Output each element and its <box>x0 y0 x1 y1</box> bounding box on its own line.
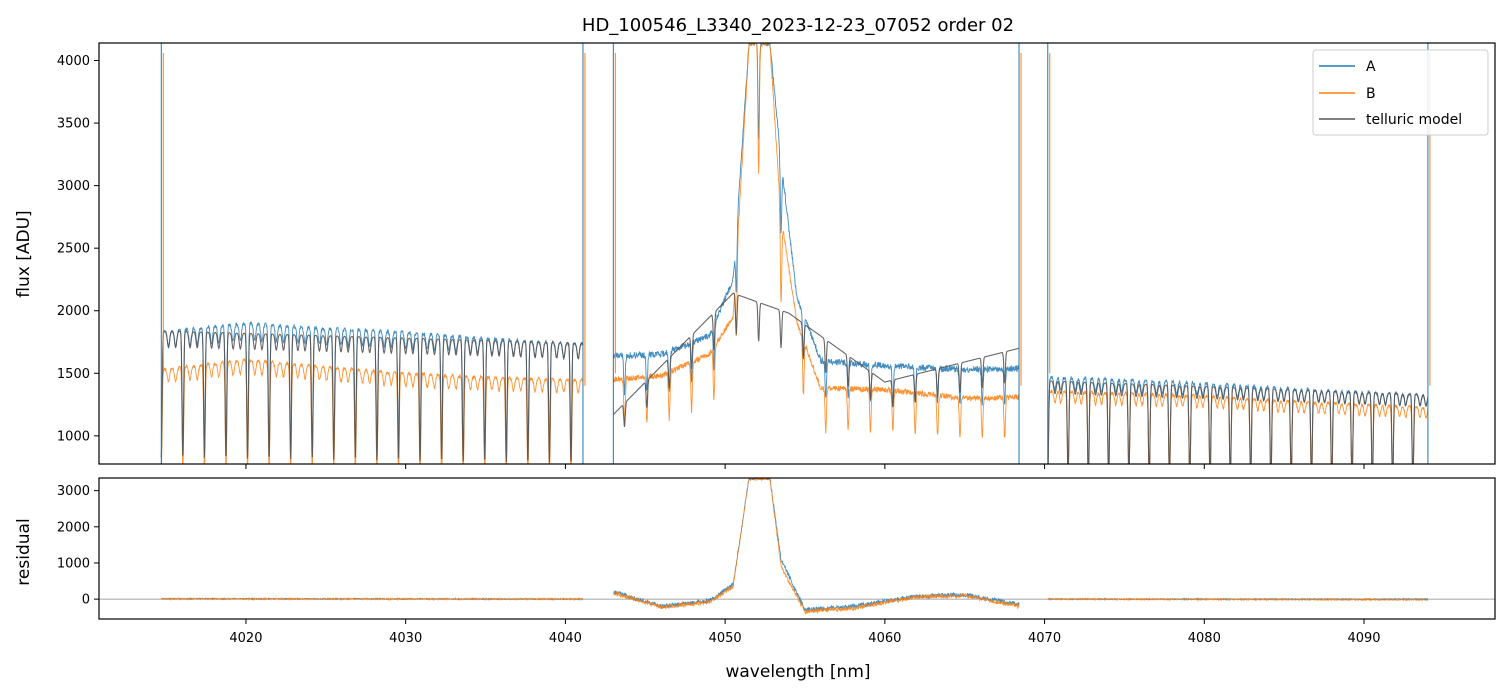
flux-plot-area <box>160 43 1431 464</box>
legend-label-b: B <box>1366 86 1376 102</box>
series-b-line-seg1 <box>612 43 1020 439</box>
x-axis-label: wavelength [nm] <box>725 662 870 682</box>
flux-axes-frame <box>98 42 1496 465</box>
x-tick-label: 4090 <box>1347 631 1380 646</box>
residual-b-line-seg1 <box>613 478 1020 615</box>
residual-y-axis: 0 1000 2000 3000 <box>57 484 99 608</box>
residual-plot-area <box>99 478 1495 615</box>
telluric-model-line-seg0 <box>160 330 584 463</box>
y-tick-label: 3000 <box>57 179 90 194</box>
x-tick-label: 4070 <box>1028 631 1061 646</box>
x-tick-label: 4040 <box>549 631 582 646</box>
x-tick-label: 4060 <box>868 631 901 646</box>
residual-b-line-seg0 <box>161 596 584 602</box>
y-tick-label: 4000 <box>57 54 90 69</box>
x-tick-label: 4050 <box>709 631 742 646</box>
y-tick-label: 0 <box>82 593 90 608</box>
legend-label-telluric: telluric model <box>1366 112 1462 128</box>
x-tick-label: 4080 <box>1188 631 1221 646</box>
y-tick-label: 2500 <box>57 242 90 257</box>
telluric-model-line-seg2 <box>1047 380 1429 464</box>
y-tick-label: 3000 <box>57 484 90 499</box>
y-tick-label: 3500 <box>57 117 90 132</box>
y-tick-label: 1000 <box>57 429 90 444</box>
series-b-line-seg2 <box>1047 389 1429 464</box>
flux-y-axis: 1000 1500 2000 2500 3000 3500 4000 <box>57 54 99 444</box>
y-tick-label: 1000 <box>57 556 90 571</box>
residual-x-axis: 4020 4030 4040 4050 4060 4070 4080 4090 <box>229 619 1381 646</box>
telluric-model-line-seg1 <box>612 292 1020 427</box>
residual-y-label: residual <box>14 518 34 585</box>
flux-y-label: flux [ADU] <box>14 210 34 297</box>
x-tick-label: 4020 <box>229 631 262 646</box>
legend-label-a: A <box>1366 59 1376 75</box>
x-tick-label: 4030 <box>389 631 422 646</box>
series-b-line-seg0 <box>161 357 584 464</box>
legend: A B telluric model <box>1312 49 1489 136</box>
flux-x-ticks <box>245 464 1365 469</box>
legend-box <box>1312 49 1489 136</box>
residual-axes-frame <box>98 477 1496 620</box>
residual-b-line-seg2 <box>1047 597 1429 602</box>
y-tick-label: 2000 <box>57 520 90 535</box>
chart-title: HD_100546_L3340_2023-12-23_07052 order 0… <box>582 15 1014 36</box>
y-tick-label: 1500 <box>57 367 90 382</box>
y-tick-label: 2000 <box>57 304 90 319</box>
